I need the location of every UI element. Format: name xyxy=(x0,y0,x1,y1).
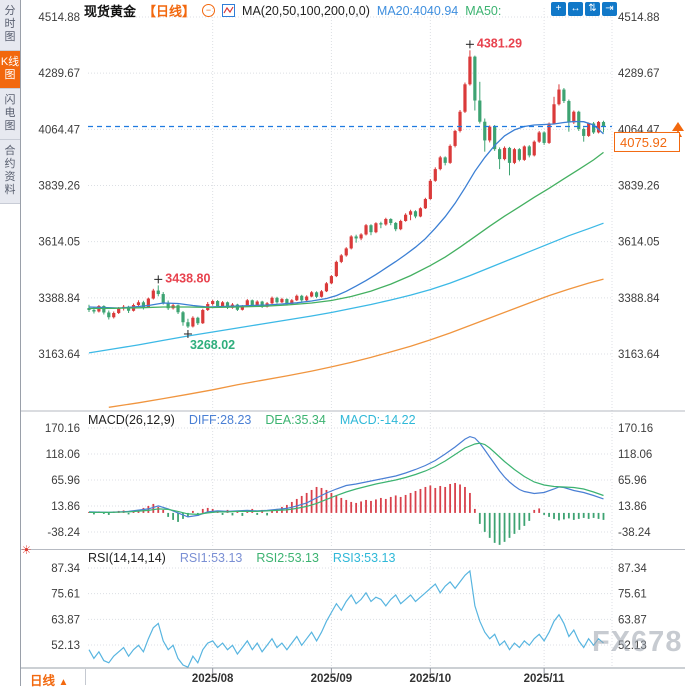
diff-value-label: DIFF:28.23 xyxy=(188,413,252,427)
rsi3-value-label: RSI3:53.13 xyxy=(332,551,396,565)
svg-text:13.86: 13.86 xyxy=(51,501,80,513)
svg-text:4289.67: 4289.67 xyxy=(38,68,80,80)
svg-text:2025/11: 2025/11 xyxy=(524,673,566,685)
svg-text:4381.29: 4381.29 xyxy=(477,36,522,50)
svg-text:13.86: 13.86 xyxy=(618,501,647,513)
sidebar-tab-3[interactable]: 闪电图 xyxy=(0,89,20,140)
fit-horizontal-icon[interactable]: ↔ xyxy=(568,2,583,16)
svg-text:3163.64: 3163.64 xyxy=(618,349,660,361)
dea-value-label: DEA:35.34 xyxy=(265,413,326,427)
svg-text:75.61: 75.61 xyxy=(618,589,647,601)
timeframe-selector[interactable]: 日线 ▲ xyxy=(30,670,68,689)
timeframe-arrow-icon: ▲ xyxy=(58,677,69,688)
rsi1-value-label: RSI1:53.13 xyxy=(179,551,243,565)
svg-text:52.13: 52.13 xyxy=(51,640,80,652)
svg-text:-38.24: -38.24 xyxy=(47,527,80,539)
watermark: FX678 xyxy=(592,626,683,658)
svg-text:3268.02: 3268.02 xyxy=(190,338,235,352)
collapse-icon[interactable]: − xyxy=(202,4,216,17)
svg-text:75.61: 75.61 xyxy=(51,589,80,601)
ma20-value-label: MA20:4040.94 xyxy=(376,3,459,18)
svg-text:4514.88: 4514.88 xyxy=(618,12,660,24)
svg-text:170.16: 170.16 xyxy=(45,423,80,435)
svg-text:2025/08: 2025/08 xyxy=(192,673,234,685)
svg-text:118.06: 118.06 xyxy=(46,449,80,461)
rsi-label-row: RSI(14,14,14) RSI1:53.13 RSI2:53.13 RSI3… xyxy=(88,551,395,565)
goto-latest-icon[interactable]: ⇥ xyxy=(602,2,617,16)
svg-text:2025/09: 2025/09 xyxy=(311,673,353,685)
svg-text:63.87: 63.87 xyxy=(51,614,80,626)
svg-text:3614.05: 3614.05 xyxy=(618,237,660,249)
sidebar-tab-2[interactable]: K线图 xyxy=(0,51,20,89)
svg-text:3839.26: 3839.26 xyxy=(38,181,80,193)
sidebar-tab-1[interactable]: 分时图 xyxy=(0,0,20,51)
sidebar-tabs: 分时图 K线图 闪电图 合约资料 xyxy=(0,0,21,686)
chart-header: 现货黄金 【日线】 − MA(20,50,100,200,0,0) MA20:4… xyxy=(84,1,501,20)
sidebar-tab-4[interactable]: 合约资料 xyxy=(0,140,20,204)
bottom-bar-divider xyxy=(85,669,86,685)
rsi2-value-label: RSI2:53.13 xyxy=(256,551,319,565)
ma50-value-label: MA50: xyxy=(465,3,502,18)
macd-params-label: MACD(26,12,9) xyxy=(88,413,175,427)
chart-toolbar: + ↔ ⇅ ⇥ xyxy=(551,2,617,16)
svg-text:4075.92: 4075.92 xyxy=(620,135,667,150)
svg-text:3438.80: 3438.80 xyxy=(165,271,210,285)
macd-label-row: MACD(26,12,9) DIFF:28.23 DEA:35.34 MACD:… xyxy=(88,413,416,427)
rsi-params-label: RSI(14,14,14) xyxy=(88,551,166,565)
svg-text:2025/10: 2025/10 xyxy=(410,673,452,685)
ma-params-label: MA(20,50,100,200,0,0) xyxy=(242,3,370,18)
svg-text:118.06: 118.06 xyxy=(618,449,652,461)
svg-text:52.13: 52.13 xyxy=(618,640,647,652)
svg-text:4289.67: 4289.67 xyxy=(618,68,660,80)
svg-text:87.34: 87.34 xyxy=(51,563,80,575)
period-tag: 【日线】 xyxy=(143,4,196,19)
instrument-title: 现货黄金 xyxy=(84,4,137,19)
svg-text:3388.84: 3388.84 xyxy=(618,293,660,305)
crosshair-icon[interactable]: + xyxy=(551,2,566,16)
svg-text:63.87: 63.87 xyxy=(618,614,647,626)
fit-vertical-icon[interactable]: ⇅ xyxy=(585,2,600,16)
timeframe-label: 日线 xyxy=(30,674,56,688)
svg-text:3614.05: 3614.05 xyxy=(38,237,80,249)
svg-text:65.96: 65.96 xyxy=(51,475,80,487)
indicator-settings-icon[interactable]: ☀ xyxy=(21,543,32,557)
svg-text:4514.88: 4514.88 xyxy=(38,12,80,24)
svg-text:3163.64: 3163.64 xyxy=(38,349,80,361)
macd-value-label: MACD:-14.22 xyxy=(339,413,416,427)
ma-indicator-icon[interactable] xyxy=(222,4,236,17)
svg-text:65.96: 65.96 xyxy=(618,475,647,487)
svg-text:-38.24: -38.24 xyxy=(618,527,651,539)
svg-text:170.16: 170.16 xyxy=(618,423,653,435)
svg-text:3388.84: 3388.84 xyxy=(38,293,80,305)
svg-text:87.34: 87.34 xyxy=(618,563,647,575)
svg-text:4064.47: 4064.47 xyxy=(38,124,80,136)
svg-text:3839.26: 3839.26 xyxy=(618,181,660,193)
